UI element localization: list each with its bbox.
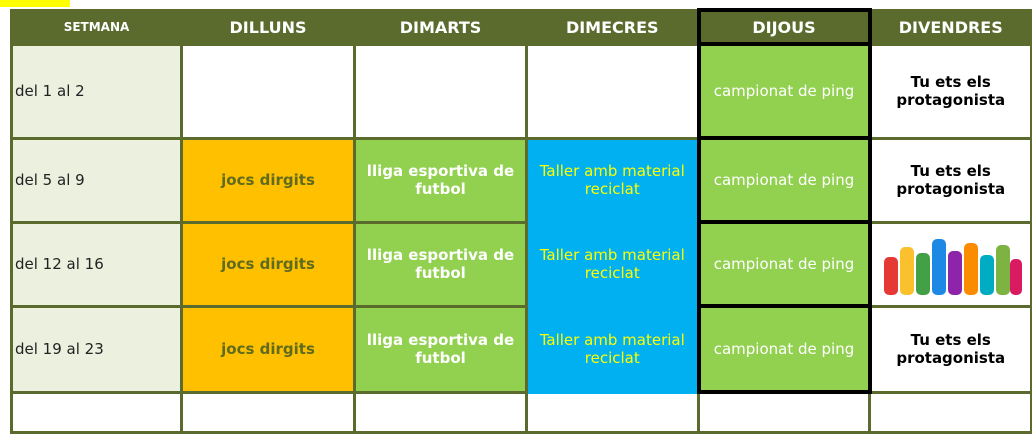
week-cell: del 12 al 16 (10, 220, 183, 308)
cell (353, 390, 528, 434)
header-cell: DIMECRES (525, 8, 700, 46)
header-cell: DIJOUS (696, 8, 872, 46)
activity-cell: lliga esportiva de futbol (353, 220, 528, 308)
row (10, 390, 1032, 434)
activity-cell: Taller amb material reciclat (525, 304, 700, 394)
schedule-table: SETMANA DILLUNS DIMARTS DIMECRES DIJOUS … (10, 8, 1032, 434)
week-cell: del 19 al 23 (10, 304, 183, 394)
activity-cell: jocs dirgits (180, 136, 356, 224)
cell (868, 390, 1032, 434)
row: del 12 al 16 jocs dirgits lliga esportiv… (10, 220, 1032, 308)
week-cell: del 5 al 9 (10, 136, 183, 224)
hands-image (883, 239, 1022, 295)
cell (353, 42, 528, 140)
activity-cell: campionat de ping (696, 42, 872, 140)
activity-cell: Tu ets els protagonista (868, 136, 1032, 224)
header-cell: DIMARTS (353, 8, 528, 46)
row: del 1 al 2 campionat de ping Tu ets els … (10, 42, 1032, 140)
header-row: SETMANA DILLUNS DIMARTS DIMECRES DIJOUS … (10, 8, 1032, 46)
activity-cell: campionat de ping (696, 136, 872, 224)
corner-tag (0, 0, 70, 7)
cell (525, 390, 700, 434)
hands (883, 239, 1022, 295)
header-cell: SETMANA (10, 8, 183, 46)
activity-cell: Taller amb material reciclat (525, 220, 700, 308)
row: del 5 al 9 jocs dirgits lliga esportiva … (10, 136, 1032, 224)
activity-cell: lliga esportiva de futbol (353, 304, 528, 394)
cell (697, 390, 871, 434)
header-cell: DIVENDRES (868, 8, 1032, 46)
week-cell: del 1 al 2 (10, 42, 183, 140)
activity-cell: Taller amb material reciclat (525, 136, 700, 224)
activity-cell: lliga esportiva de futbol (353, 136, 528, 224)
image-cell (868, 220, 1032, 308)
row: del 19 al 23 jocs dirgits lliga esportiv… (10, 304, 1032, 394)
activity-cell: Tu ets els protagonista (868, 42, 1032, 140)
activity-cell: Tu ets els protagonista (868, 304, 1032, 394)
activity-cell: campionat de ping (696, 304, 872, 394)
cell (180, 390, 356, 434)
activity-cell: jocs dirgits (180, 304, 356, 394)
header-cell: DILLUNS (180, 8, 356, 46)
activity-cell: jocs dirgits (180, 220, 356, 308)
activity-cell: campionat de ping (696, 220, 872, 308)
cell (10, 390, 183, 434)
cell (525, 42, 700, 140)
cell (180, 42, 356, 140)
